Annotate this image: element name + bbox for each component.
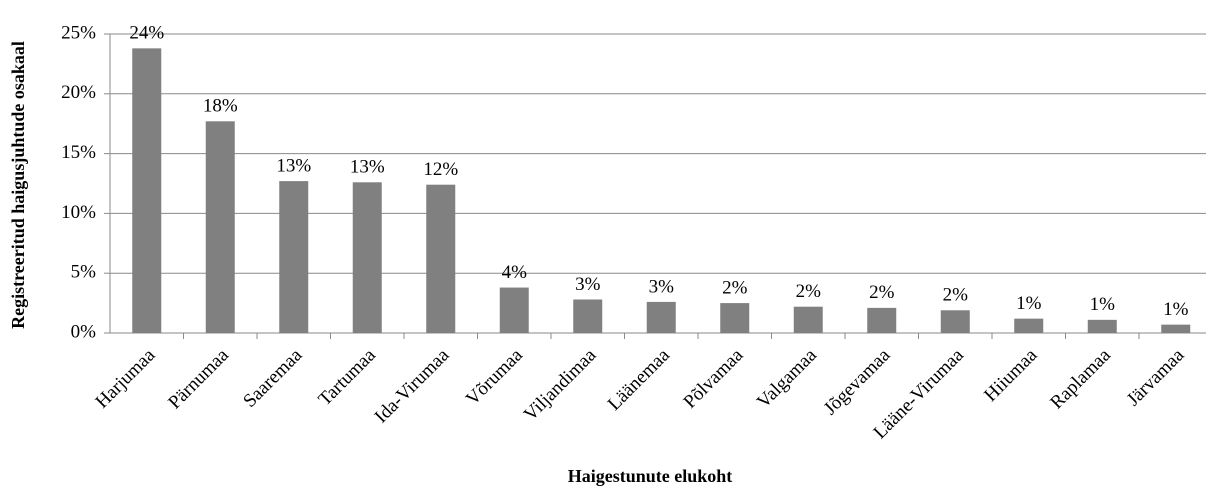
x-tick-label: Jõgevamaa: [820, 344, 895, 419]
x-axis-title: Haigestunute elukoht: [568, 466, 733, 486]
bar: [646, 301, 676, 333]
value-label: 4%: [502, 262, 528, 283]
value-label: 2%: [943, 285, 969, 306]
x-tick-label: Ida-Virumaa: [371, 344, 454, 427]
bar: [720, 303, 750, 333]
x-tick-label: Raplamaa: [1046, 344, 1115, 413]
y-tick-label: 25%: [61, 22, 96, 43]
y-tick-label: 5%: [71, 262, 97, 283]
x-tick-label: Hiiumaa: [980, 344, 1042, 406]
bar: [1014, 318, 1044, 333]
bar: [205, 121, 235, 333]
y-tick-label: 10%: [61, 202, 96, 223]
value-label: 1%: [1016, 293, 1042, 314]
bar: [499, 287, 529, 333]
value-label: 1%: [1163, 299, 1189, 320]
y-tick-label: 20%: [61, 82, 96, 103]
bar: [940, 310, 970, 333]
x-tick-label: Tartumaa: [314, 344, 380, 410]
bar: [1087, 319, 1117, 333]
x-tick-label: Võrumaa: [462, 344, 527, 409]
value-label: 1%: [1090, 294, 1116, 315]
bar: [132, 48, 162, 334]
x-tick-label: Põlvamaa: [680, 344, 748, 412]
bar: [426, 184, 456, 333]
bar: [867, 307, 897, 333]
x-tick-label: Järvamaa: [1123, 344, 1189, 410]
value-label: 18%: [203, 96, 238, 117]
x-tick-label: Saaremaa: [239, 344, 306, 411]
value-label: 24%: [129, 23, 164, 44]
value-label: 3%: [575, 274, 601, 295]
bar: [1161, 324, 1191, 333]
x-tick-label: Pärnumaa: [164, 344, 233, 413]
x-tick-label: Läänemaa: [604, 344, 674, 414]
x-tick-label: Valgamaa: [753, 344, 821, 412]
bar: [573, 299, 603, 333]
value-label: 12%: [423, 159, 458, 180]
value-label: 2%: [869, 282, 895, 303]
bar: [793, 306, 823, 333]
y-tick-label: 15%: [61, 142, 96, 163]
y-tick-label: 0%: [71, 321, 97, 342]
bar: [279, 181, 309, 333]
y-axis-title: Registreeritud haigusjuhtude osakaal: [8, 41, 28, 329]
bar: [352, 182, 382, 333]
value-label: 13%: [350, 157, 385, 178]
x-tick-label: Harjumaa: [92, 344, 160, 412]
value-label: 2%: [722, 277, 748, 298]
value-label: 13%: [276, 155, 311, 176]
value-label: 3%: [649, 276, 675, 297]
x-tick-label: Viljandimaa: [520, 344, 601, 425]
value-label: 2%: [796, 281, 822, 302]
